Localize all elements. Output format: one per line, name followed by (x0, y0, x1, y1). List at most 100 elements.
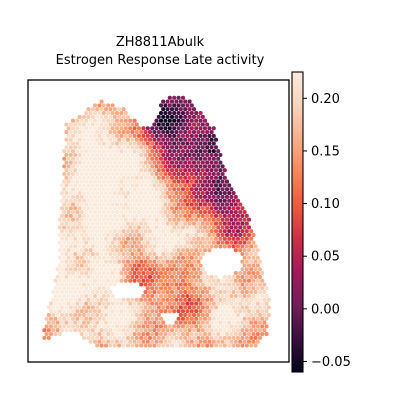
spot (130, 343, 135, 348)
spot (202, 232, 208, 238)
spot (55, 312, 60, 318)
spot (112, 152, 117, 158)
spot (99, 259, 104, 264)
spot (231, 305, 236, 310)
spot (84, 194, 89, 199)
spot (174, 137, 179, 142)
spot (240, 221, 245, 226)
spot (147, 229, 153, 234)
spot (88, 316, 93, 321)
spot (240, 236, 245, 241)
spot (130, 312, 135, 318)
spot (213, 236, 219, 241)
spot (103, 114, 109, 119)
spot (152, 305, 157, 310)
spot (147, 259, 153, 264)
spot (128, 126, 133, 131)
spot (55, 274, 60, 279)
spot (191, 145, 197, 150)
spot (84, 187, 89, 192)
spot (167, 293, 172, 299)
spot (222, 335, 227, 340)
spot (70, 286, 76, 291)
spot (77, 305, 82, 310)
spot (183, 274, 188, 279)
spot (84, 149, 89, 154)
spot (255, 324, 260, 329)
spot (90, 198, 95, 203)
spot (156, 297, 161, 302)
spot (123, 232, 128, 238)
spot (95, 259, 100, 264)
spot (244, 282, 249, 287)
spot (92, 202, 98, 207)
spot (143, 274, 148, 279)
spot (68, 160, 73, 165)
spot (165, 282, 170, 287)
spot (216, 217, 221, 222)
spot (244, 244, 249, 249)
spot (163, 103, 168, 108)
spot (220, 324, 225, 329)
spot (86, 130, 91, 135)
spot (152, 130, 157, 135)
spot (191, 259, 197, 264)
spot (183, 183, 188, 188)
spot (128, 225, 133, 230)
spot (139, 183, 144, 188)
spot (185, 187, 190, 192)
spot (128, 324, 133, 329)
spot (101, 202, 106, 207)
spot (147, 282, 153, 287)
spot (110, 293, 115, 299)
spot (141, 149, 146, 154)
spot (73, 274, 78, 279)
spot (220, 293, 225, 299)
spot (86, 206, 91, 211)
spot (183, 221, 188, 226)
spot (257, 305, 263, 310)
spot (161, 221, 166, 226)
spot (75, 164, 80, 169)
spot (81, 267, 87, 272)
spot (88, 248, 93, 253)
spot (183, 152, 188, 158)
spot (185, 133, 190, 138)
spot (106, 255, 111, 260)
spot (77, 282, 82, 287)
spot (251, 286, 256, 291)
spot (194, 240, 199, 245)
spot (152, 343, 157, 348)
spot (128, 171, 133, 177)
spot (68, 130, 73, 135)
spot (119, 271, 124, 276)
spot (141, 164, 146, 169)
spot (180, 149, 186, 154)
spot (84, 240, 89, 245)
spot (139, 274, 144, 279)
spot (95, 282, 100, 287)
spot (229, 232, 234, 238)
spot (207, 133, 212, 138)
spot (169, 267, 175, 272)
spot (187, 267, 192, 272)
spot (251, 332, 256, 337)
spot (95, 305, 100, 310)
spot (224, 217, 230, 222)
spot (79, 149, 84, 154)
spot (141, 324, 146, 329)
spot (108, 229, 113, 234)
spot (66, 187, 71, 192)
spot (158, 271, 164, 276)
spot (264, 316, 269, 321)
spot (191, 335, 197, 340)
spot (125, 320, 131, 325)
spot (156, 328, 161, 333)
spot (62, 293, 67, 299)
spot (152, 168, 157, 173)
spot (246, 263, 252, 268)
spot (260, 324, 265, 329)
spot (167, 240, 172, 245)
spot (150, 202, 155, 207)
spot (73, 267, 78, 272)
